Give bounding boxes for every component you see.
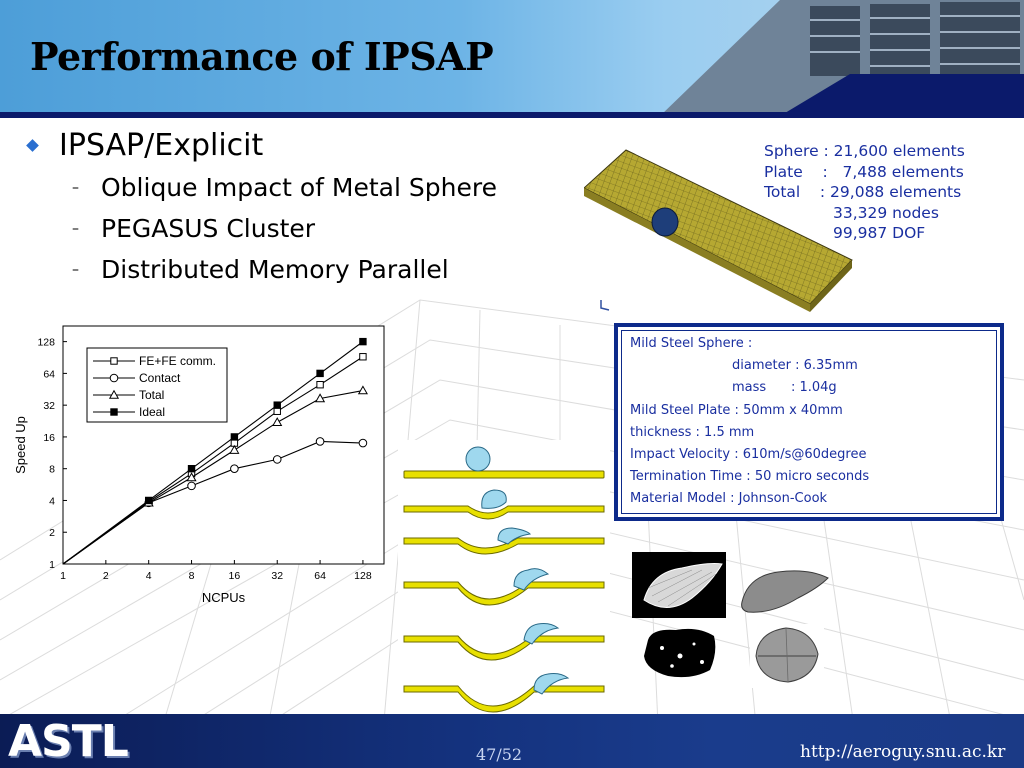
info-line: 33,329 nodes bbox=[764, 203, 939, 222]
y-tick-label: 128 bbox=[37, 337, 55, 349]
series-point bbox=[315, 437, 325, 446]
series-point bbox=[359, 353, 367, 361]
series-point bbox=[229, 444, 240, 454]
y-axis-label: Speed Up bbox=[13, 416, 28, 474]
sub-bullet-3: – Distributed Memory Parallel bbox=[72, 255, 449, 284]
dash-bullet-icon: – bbox=[72, 261, 79, 278]
server-rack-image bbox=[660, 0, 1024, 116]
x-tick-label: 16 bbox=[229, 570, 241, 582]
spec-line: Mild Steel Plate : 50mm x 40mm bbox=[630, 402, 843, 418]
series-point bbox=[272, 417, 283, 427]
spec-line: Mild Steel Sphere : bbox=[630, 336, 753, 351]
legend-label: Total bbox=[139, 388, 164, 402]
legend-marker bbox=[110, 408, 118, 416]
info-line: Plate : 7,488 elements bbox=[764, 162, 964, 181]
sub-bullet-text: Oblique Impact of Metal Sphere bbox=[101, 173, 497, 202]
x-tick-label: 8 bbox=[189, 570, 195, 582]
series-point bbox=[359, 337, 367, 346]
series-point bbox=[186, 472, 197, 482]
dash-bullet-icon: – bbox=[72, 220, 79, 237]
series-point bbox=[230, 433, 239, 441]
spec-line: diameter : 6.35mm bbox=[732, 358, 858, 374]
bullet-main: IPSAP/Explicit bbox=[22, 128, 263, 163]
series-point bbox=[144, 496, 153, 505]
legend-label: Ideal bbox=[139, 405, 165, 419]
diamond-bullet-icon bbox=[26, 139, 39, 152]
dash-bullet-icon: – bbox=[72, 179, 79, 196]
axis-triad-icon bbox=[600, 300, 610, 311]
x-tick-label: 4 bbox=[146, 570, 152, 582]
spec-line: Impact Velocity : 610m/s@60degree bbox=[630, 446, 867, 462]
series-point bbox=[273, 401, 281, 409]
x-tick-label: 2 bbox=[103, 570, 109, 582]
slide-title: Performance of IPSAP bbox=[30, 34, 494, 79]
series-point bbox=[187, 481, 196, 491]
sub-bullet-text: PEGASUS Cluster bbox=[101, 214, 316, 243]
legend-marker bbox=[108, 389, 120, 399]
spec-line: Termination Time : 50 micro seconds bbox=[630, 469, 870, 485]
sub-bullet-2: – PEGASUS Cluster bbox=[72, 214, 315, 243]
fe-mesh-plate-image bbox=[584, 149, 853, 312]
header-divider bbox=[0, 112, 1024, 118]
y-tick-label: 8 bbox=[49, 464, 55, 476]
y-tick-label: 1 bbox=[49, 559, 55, 571]
sub-bullet-text: Distributed Memory Parallel bbox=[101, 255, 449, 284]
x-tick-label: 32 bbox=[271, 570, 283, 582]
element-count-info: Sphere : 21,600 elements Plate : 7,488 e… bbox=[764, 141, 965, 244]
series-point bbox=[358, 438, 368, 448]
y-tick-label: 2 bbox=[49, 527, 55, 539]
impact-sequence-image bbox=[398, 440, 610, 732]
legend-label: FE+FE comm. bbox=[139, 354, 216, 368]
series-point bbox=[316, 381, 324, 389]
series-point bbox=[357, 385, 368, 395]
x-tick-label: 1 bbox=[60, 570, 66, 582]
info-line: Sphere : 21,600 elements bbox=[764, 142, 965, 160]
speedup-chart: 1 2 4 8 16 32 64 128 1 2 4 8 16 32 64 128 NCPUs Speed Up F… bbox=[13, 325, 385, 605]
slide-header: Performance of IPSAP bbox=[0, 0, 1024, 116]
legend-marker bbox=[110, 357, 118, 365]
info-line: Total : 29,088 elements bbox=[764, 183, 962, 201]
bullet-main-text: IPSAP/Explicit bbox=[59, 128, 264, 163]
series-point bbox=[230, 464, 239, 473]
y-tick-label: 4 bbox=[49, 495, 55, 507]
series-point bbox=[272, 455, 282, 464]
sub-bullet-1: – Oblique Impact of Metal Sphere bbox=[72, 173, 497, 202]
legend-label: Contact bbox=[139, 371, 181, 385]
material-spec-box: Mild Steel Sphere : diameter : 6.35mm ma… bbox=[614, 323, 1004, 521]
x-tick-label: 64 bbox=[314, 570, 326, 582]
y-tick-label: 64 bbox=[43, 368, 55, 380]
slide-footer bbox=[0, 714, 1024, 768]
footer-url: http://aeroguy.snu.ac.kr bbox=[800, 742, 1006, 762]
spec-line: mass : 1.04g bbox=[732, 380, 837, 396]
page-number: 47/52 bbox=[476, 745, 523, 764]
deformed-sphere-images bbox=[632, 552, 829, 688]
series-point bbox=[315, 393, 326, 403]
x-axis-label: NCPUs bbox=[202, 590, 246, 605]
spec-line: thickness : 1.5 mm bbox=[630, 424, 755, 440]
series-point bbox=[273, 407, 281, 415]
astl-logo: ASTL bbox=[8, 716, 129, 767]
legend-marker bbox=[109, 373, 119, 383]
y-tick-label: 32 bbox=[43, 400, 55, 412]
spec-line: Material Model : Johnson-Cook bbox=[630, 491, 828, 507]
series-point bbox=[187, 464, 196, 473]
x-tick-label: 128 bbox=[354, 570, 372, 582]
series-point bbox=[316, 369, 324, 378]
y-tick-label: 16 bbox=[43, 432, 55, 444]
info-line: 99,987 DOF bbox=[764, 224, 926, 242]
